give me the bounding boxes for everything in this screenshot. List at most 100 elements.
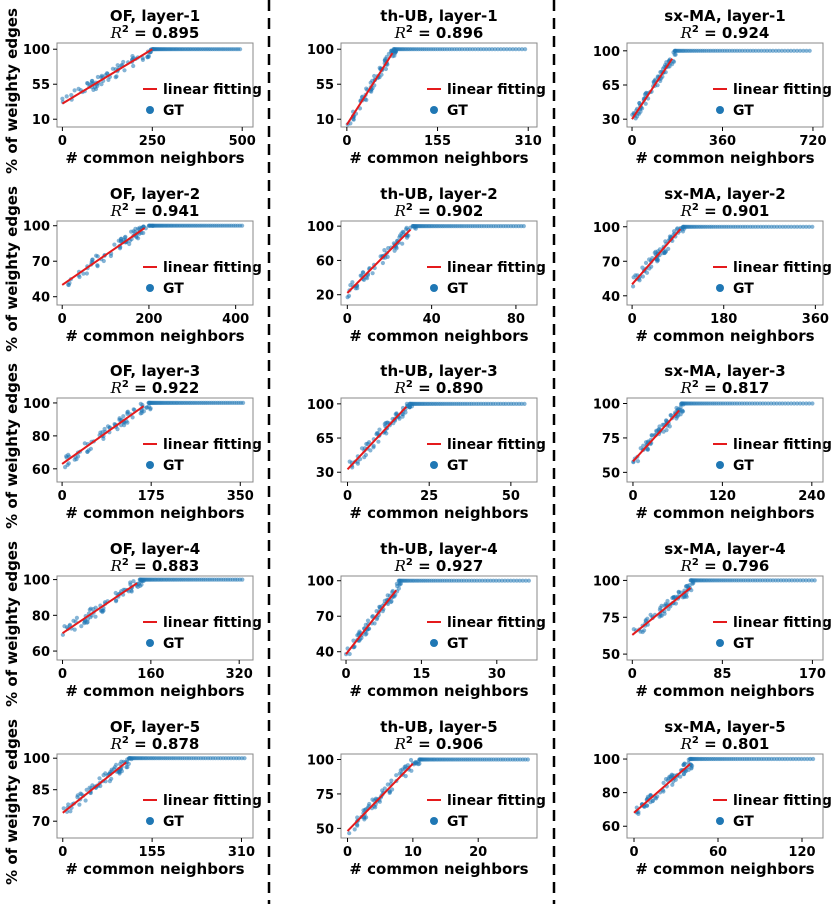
- panel-15: sx-MA, layer-5R2 = 0.801 linear fitting GT…: [593, 718, 831, 878]
- legend-points-label: GT: [447, 636, 468, 652]
- r2-value: = 0.927: [413, 557, 483, 575]
- r2-value: = 0.901: [699, 202, 769, 220]
- gt-point: [810, 224, 815, 229]
- y-tick-label: 50: [602, 466, 620, 481]
- r2-value: = 0.890: [413, 379, 483, 397]
- x-tick-label: 80: [507, 312, 525, 327]
- gt-point: [394, 773, 399, 778]
- gt-point: [139, 408, 145, 413]
- legend-points-label: GT: [447, 814, 468, 830]
- gt-point: [128, 580, 133, 585]
- gt-point: [62, 624, 67, 629]
- gt-point: [804, 48, 809, 53]
- legend-points-label: GT: [163, 103, 184, 119]
- gt-point: [117, 416, 122, 421]
- gt-point: [394, 411, 399, 416]
- gt-point: [107, 779, 112, 784]
- x-axis-label: # common neighbors: [635, 504, 814, 522]
- r2-value: = 0.895: [129, 24, 199, 42]
- legend-line-label: linear fitting: [447, 615, 546, 631]
- panel-title: th-UB, layer-5: [380, 718, 497, 736]
- legend-line-label: linear fitting: [163, 82, 262, 98]
- gt-point: [355, 286, 360, 291]
- r2-symbol: R: [680, 202, 692, 220]
- gt-point: [240, 223, 245, 228]
- gt-point: [484, 47, 489, 52]
- panel-title: OF, layer-4: [110, 540, 200, 558]
- fit-line: [633, 763, 691, 814]
- gt-point: [795, 224, 800, 229]
- gt-point: [355, 461, 360, 466]
- legend-points-label: GT: [447, 458, 468, 474]
- gt-point: [134, 235, 139, 240]
- r2-symbol: R: [110, 379, 122, 397]
- gt-point: [105, 424, 111, 429]
- gt-point: [809, 578, 814, 583]
- gt-point: [131, 63, 136, 69]
- panel-title: th-UB, layer-2: [380, 185, 497, 203]
- gt-point: [69, 93, 74, 98]
- legend-line-label: linear fitting: [733, 793, 831, 809]
- x-tick-label: 0: [629, 845, 638, 860]
- gt-point: [783, 224, 788, 229]
- x-tick-label: 250: [139, 134, 166, 149]
- gt-point: [124, 765, 129, 770]
- legend-points-swatch: [716, 461, 724, 469]
- legend-line-label: linear fitting: [733, 437, 831, 453]
- gt-point: [370, 271, 375, 276]
- gt-point: [389, 599, 394, 604]
- gt-point: [408, 757, 414, 763]
- gt-point: [240, 577, 245, 582]
- x-axis-label: # common neighbors: [349, 860, 528, 878]
- gt-point: [84, 271, 89, 276]
- gt-point: [795, 578, 800, 583]
- gt-point: [63, 465, 68, 470]
- gt-point: [635, 459, 641, 464]
- gt-point: [507, 47, 512, 52]
- r2-superscript: 2: [406, 379, 413, 390]
- gt-point: [643, 101, 648, 106]
- r2-label: R2 = 0.924: [680, 24, 770, 42]
- gt-point: [129, 229, 134, 234]
- gt-point: [791, 48, 797, 53]
- gt-point: [67, 622, 73, 627]
- gt-point: [490, 47, 495, 52]
- gt-point: [789, 401, 794, 406]
- y-axis-label: % of weighty edges: [3, 541, 21, 707]
- legend-points-swatch: [146, 817, 154, 825]
- r2-value: = 0.902: [413, 202, 483, 220]
- gt-point: [90, 783, 95, 788]
- gt-point: [82, 621, 87, 626]
- gt-point: [633, 273, 638, 278]
- r2-label: R2 = 0.801: [680, 735, 770, 753]
- panel-2: th-UB, layer-1R2 = 0.896 linear fitting GT…: [307, 7, 546, 167]
- plot-frame: [626, 220, 824, 306]
- y-tick-label: 100: [23, 220, 50, 235]
- r2-superscript: 2: [122, 557, 129, 568]
- gt-point: [72, 457, 77, 462]
- y-tick-label: 100: [593, 574, 620, 589]
- r2-label: R2 = 0.906: [394, 735, 484, 753]
- y-tick-label: 40: [32, 291, 50, 306]
- gt-point: [501, 47, 506, 52]
- x-tick-label: 20: [469, 845, 487, 860]
- x-tick-label: 0: [58, 312, 67, 327]
- plot-frame: [56, 220, 254, 306]
- legend-points-swatch: [146, 461, 154, 469]
- panel-5: th-UB, layer-2R2 = 0.902 linear fitting GT…: [307, 185, 546, 345]
- y-axis-label: % of weighty edges: [3, 719, 21, 885]
- gt-point: [804, 401, 809, 406]
- gt-point: [84, 787, 89, 792]
- plot-frame: [56, 397, 254, 483]
- gt-point: [767, 48, 773, 53]
- gt-point: [504, 47, 509, 52]
- gt-point: [347, 831, 352, 836]
- gt-point: [770, 48, 776, 53]
- gt-point: [88, 606, 93, 611]
- gt-point: [643, 618, 648, 623]
- gt-point: [640, 265, 645, 270]
- legend-points-label: GT: [163, 814, 184, 830]
- gt-point: [111, 766, 117, 772]
- gt-point: [121, 414, 126, 419]
- y-tick-label: 80: [32, 609, 50, 624]
